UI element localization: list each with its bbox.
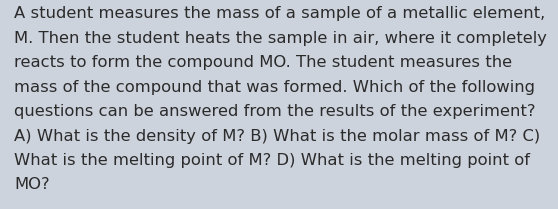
Text: reacts to form the compound MO. The student measures the: reacts to form the compound MO. The stud… — [14, 55, 512, 70]
Text: A) What is the density of M? B) What is the molar mass of M? C): A) What is the density of M? B) What is … — [14, 129, 540, 144]
Text: MO?: MO? — [14, 177, 50, 192]
Text: questions can be answered from the results of the experiment?: questions can be answered from the resul… — [14, 104, 536, 119]
Text: mass of the compound that was formed. Which of the following: mass of the compound that was formed. Wh… — [14, 80, 535, 95]
Text: A student measures the mass of a sample of a metallic element,: A student measures the mass of a sample … — [14, 6, 545, 21]
Text: M. Then the student heats the sample in air, where it completely: M. Then the student heats the sample in … — [14, 31, 547, 46]
Text: What is the melting point of M? D) What is the melting point of: What is the melting point of M? D) What … — [14, 153, 530, 168]
